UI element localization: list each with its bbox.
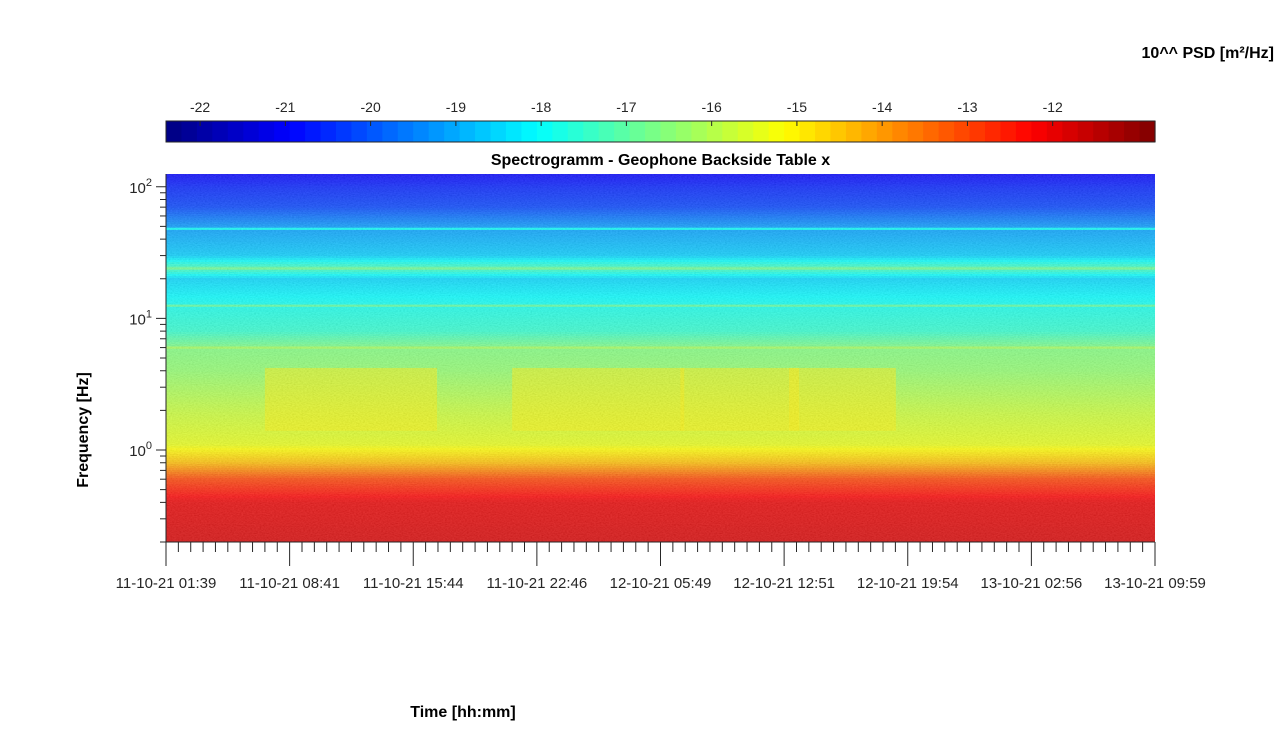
colorbar-cell [861,121,878,142]
colorbar-cell [428,121,445,142]
colorbar-cell [490,121,507,142]
colorbar-cell [907,121,924,142]
colorbar-tick-label: -16 [702,99,722,115]
colorbar-cell [166,121,183,142]
colorbar-tick-label: -12 [1043,99,1063,115]
colorbar-cell [799,121,816,142]
colorbar-cell [938,121,955,142]
colorbar-cell [675,121,692,142]
colorbar-cell [181,121,198,142]
colorbar-cell [753,121,770,142]
colorbar-cell [660,121,677,142]
x-tick-label: 12-10-21 12:51 [733,575,835,592]
heatmap-noise-texture [166,174,1155,542]
colorbar-cell [1031,121,1048,142]
colorbar-cell [583,121,600,142]
colorbar-cell [1139,121,1156,142]
colorbar-cell [845,121,862,142]
spectrogram-heatmap [166,174,1155,542]
colorbar-cell [598,121,615,142]
colorbar-cell [196,121,213,142]
chart-title: Spectrogramm - Geophone Backside Table x [491,152,830,169]
colorbar-cell [475,121,492,142]
colorbar-tick-label: -22 [190,99,210,115]
colorbar-cell [1108,121,1125,142]
colorbar-cell [243,121,260,142]
colorbar-cell [892,121,909,142]
x-tick-label: 11-10-21 01:39 [116,575,217,592]
x-tick-label: 11-10-21 08:41 [239,575,340,592]
colorbar-cell [815,121,832,142]
colorbar-cell [567,121,584,142]
x-tick-label: 12-10-21 05:49 [610,575,712,592]
colorbar-cell [614,121,631,142]
y-tick-label: 101 [129,308,152,328]
colorbar-cell [413,121,430,142]
colorbar-cell [691,121,708,142]
colorbar-cell [1046,121,1063,142]
colorbar-tick-label: -17 [616,99,636,115]
colorbar-tick-label: -19 [446,99,466,115]
colorbar-cell [1062,121,1079,142]
colorbar: -22 -21 -20 -19 -18 -17 -16 -15 -14 -13 -12 [165,99,1156,143]
colorbar-cell [536,121,553,142]
x-tick-label: 12-10-21 19:54 [857,575,959,592]
colorbar-cell [459,121,476,142]
colorbar-cell [830,121,847,142]
y-tick-label: 102 [129,177,152,197]
colorbar-cell [737,121,754,142]
colorbar-cell [212,121,229,142]
colorbar-tick-label: -20 [361,99,381,115]
colorbar-tick-label: -15 [787,99,807,115]
colorbar-cell [521,121,538,142]
colorbar-cell [1093,121,1110,142]
colorbar-cell [444,121,461,142]
colorbar-cell [274,121,291,142]
colorbar-cell [227,121,244,142]
colorbar-cell [969,121,986,142]
x-tick-label: 11-10-21 15:44 [363,575,464,592]
colorbar-frame [165,120,1156,143]
colorbar-cell [1124,121,1141,142]
colorbar-tick-label: -21 [275,99,295,115]
x-tick-label: 13-10-21 09:59 [1104,575,1206,592]
y-axis: 102 101 100 [129,174,167,543]
y-tick-label: 100 [129,440,152,460]
colorbar-cell [1015,121,1032,142]
colorbar-cell [784,121,801,142]
colorbar-cell [876,121,893,142]
x-axis-label: Time [hh:mm] [410,704,515,721]
colorbar-label: 10^^ PSD [m²/Hz] [1142,45,1274,62]
x-tick-label: 13-10-21 02:56 [981,575,1083,592]
colorbar-cell [305,121,322,142]
colorbar-cell [645,121,662,142]
colorbar-cell [258,121,275,142]
colorbar-cell [351,121,368,142]
colorbar-cell [706,121,723,142]
x-axis: 11-10-21 01:39 11-10-21 08:41 11-10-21 15:… [116,541,1206,592]
colorbar-cell [1077,121,1094,142]
colorbar-cell [768,121,785,142]
colorbar-cell [629,121,646,142]
colorbar-cell [722,121,739,142]
colorbar-cell [954,121,971,142]
colorbar-cell [366,121,383,142]
colorbar-tick-label: -18 [531,99,551,115]
colorbar-cell [552,121,569,142]
colorbar-cell [505,121,523,142]
colorbar-cell [923,121,940,142]
colorbar-cell [320,121,337,142]
colorbar-cell [397,121,414,142]
colorbar-cell [335,121,353,142]
colorbar-cell [289,121,306,142]
colorbar-tick-label: -14 [872,99,892,115]
x-tick-label: 11-10-21 22:46 [487,575,588,592]
colorbar-tick-label: -13 [957,99,977,115]
colorbar-cell [985,121,1002,142]
colorbar-cell [382,121,399,142]
y-axis-label: Frequency [Hz] [75,372,92,488]
colorbar-cell [1000,121,1017,142]
